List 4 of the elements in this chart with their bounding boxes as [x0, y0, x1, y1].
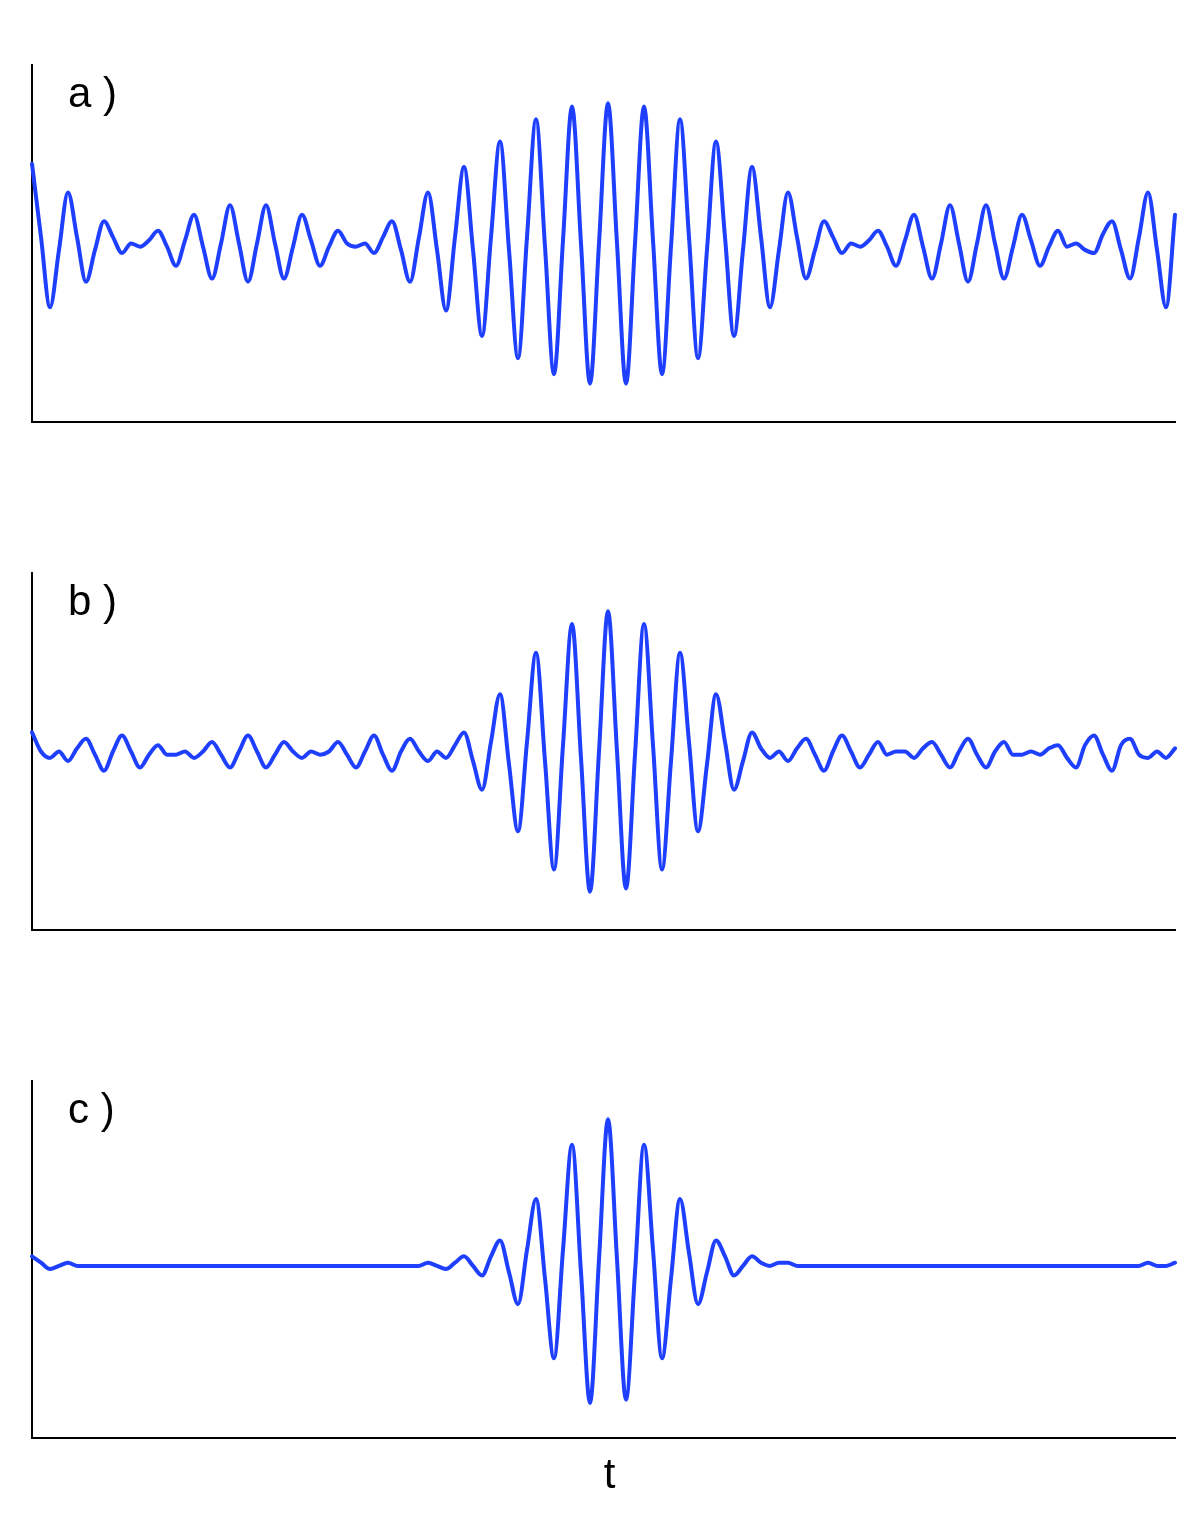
chart-title: b ) — [68, 577, 118, 624]
chart-title: a ) — [68, 69, 118, 116]
x-axis-title: t — [603, 1450, 616, 1497]
chart-title: c ) — [68, 1085, 115, 1132]
